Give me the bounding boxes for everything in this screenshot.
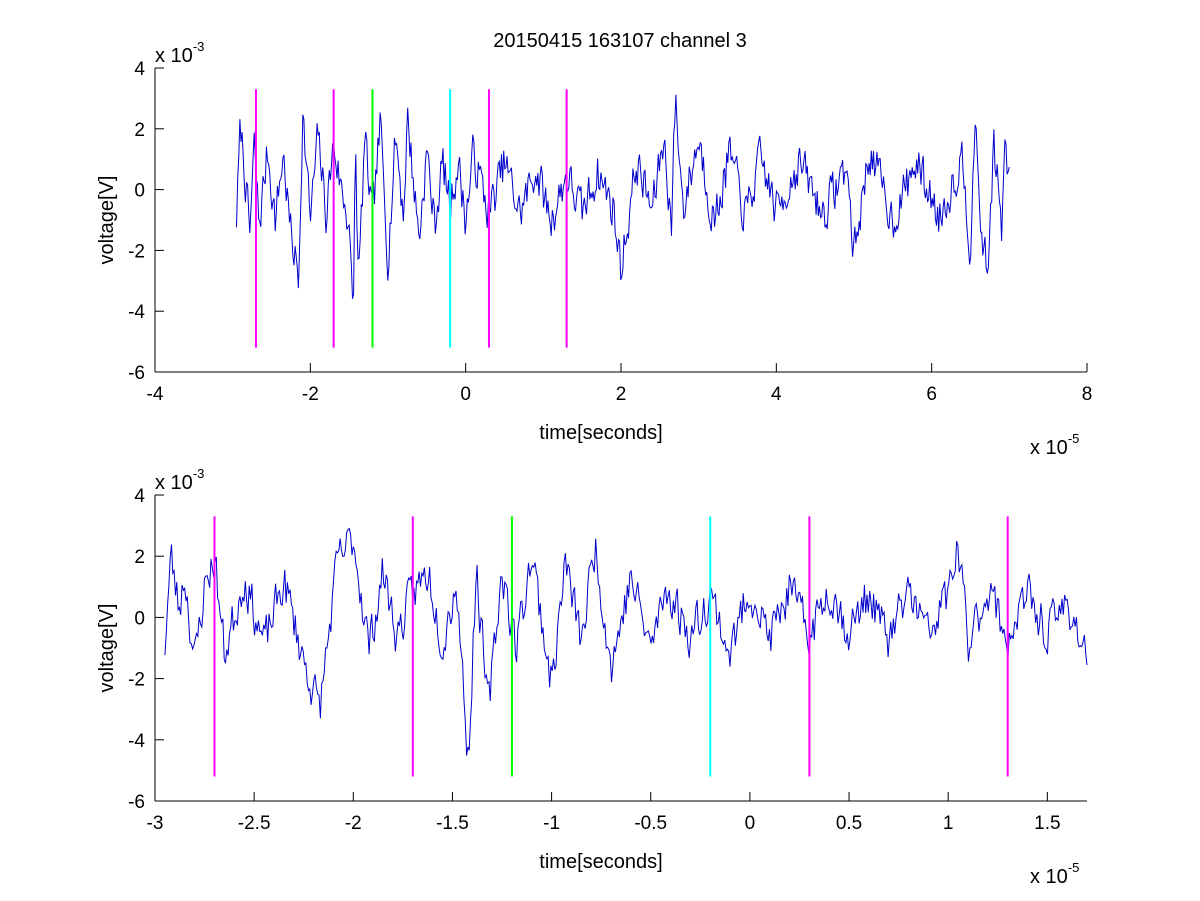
x-tick-label: 1 (943, 813, 954, 834)
x-tick-label: -2.5 (238, 813, 271, 834)
x-exponent-base: x 10 (1030, 866, 1068, 888)
y-tick-label: -6 (128, 363, 145, 384)
x-tick-label: -1.5 (436, 813, 469, 834)
y-axis-label: voltage[V] (96, 604, 118, 693)
y-tick-label: -6 (128, 792, 145, 813)
y-tick-label: 2 (134, 120, 145, 141)
x-tick-label: 4 (771, 384, 782, 405)
y-axis-label: voltage[V] (96, 176, 118, 265)
y-exponent-base: x 10 (155, 45, 193, 67)
y-tick-label: 0 (134, 181, 145, 202)
x-tick-label: -4 (147, 384, 164, 405)
y-tick-label: 4 (134, 59, 145, 80)
y-tick-label: 4 (134, 486, 145, 507)
x-tick-label: 6 (926, 384, 937, 405)
x-tick-label: -2 (345, 813, 362, 834)
x-axis-label: time[seconds] (539, 422, 662, 444)
plot-area (155, 495, 1087, 801)
signal-line (164, 527, 1088, 756)
y-tick-label: -4 (128, 731, 145, 752)
figure-title: 20150415 163107 channel 3 (493, 30, 747, 52)
x-tick-label: 2 (616, 384, 627, 405)
x-tick-label: -3 (147, 813, 164, 834)
plot-area (155, 68, 1087, 372)
top-subplot: -4 -2 0 2 4 6 8-6-4-2024time[seconds]voltage[V… (96, 39, 1092, 459)
y-exponent-label: x 10-3 (155, 39, 204, 67)
y-exponent-base: x 10 (155, 472, 193, 494)
x-axis-label: time[seconds] (539, 851, 662, 873)
x-exponent-power: -5 (1068, 431, 1080, 446)
y-tick-label: -2 (128, 241, 145, 262)
x-exponent-base: x 10 (1030, 437, 1068, 459)
x-tick-label: 0 (745, 813, 756, 834)
x-exponent-power: -5 (1068, 860, 1080, 875)
bottom-subplot: -3 -2.5 -2 -1.5 -1 -0.5 0 0.5 1 1.5 -6 -4 -2 0 2 4 time[… (96, 466, 1088, 888)
y-tick-label: 2 (134, 547, 145, 568)
x-tick-label: -0.5 (634, 813, 667, 834)
x-tick-label: 0 (460, 384, 471, 405)
y-exponent-label: x 10-3 (155, 466, 204, 494)
x-tick-label: 8 (1082, 384, 1093, 405)
y-tick-label: 0 (134, 608, 145, 629)
signal-line (236, 94, 1010, 299)
x-tick-label: -1 (543, 813, 560, 834)
x-tick-label: 1.5 (1034, 813, 1060, 834)
y-tick-label: -2 (128, 670, 145, 691)
x-tick-label: -2 (302, 384, 319, 405)
x-exponent-label: x 10-5 (1030, 860, 1079, 888)
y-tick-label: -4 (128, 302, 145, 323)
y-exponent-power: -3 (193, 39, 205, 54)
y-exponent-power: -3 (193, 466, 205, 481)
x-exponent-label: x 10-5 (1030, 431, 1079, 459)
x-tick-label: 0.5 (836, 813, 862, 834)
